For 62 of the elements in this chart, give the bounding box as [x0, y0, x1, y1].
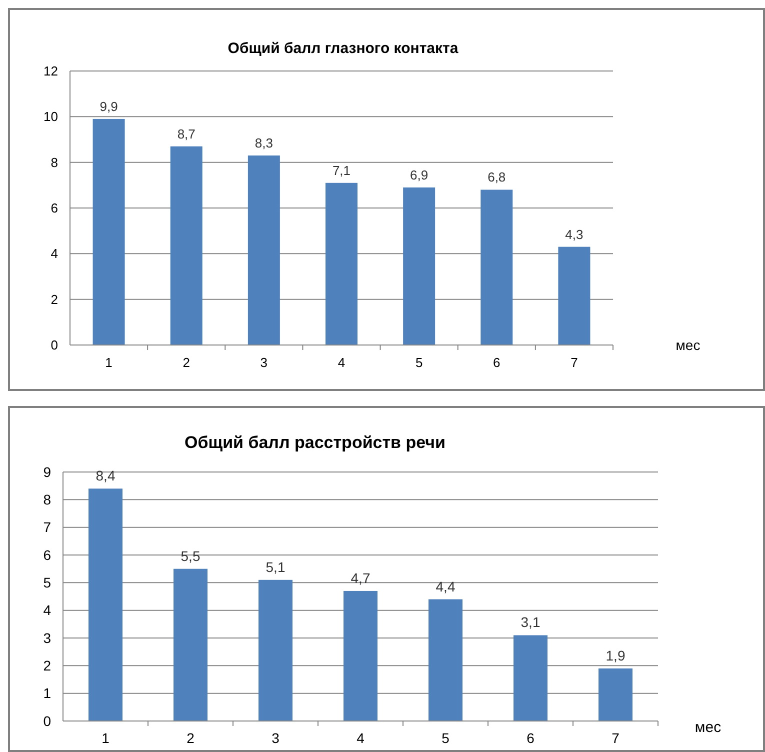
bar: [258, 580, 292, 721]
data-label: 9,9: [100, 98, 118, 114]
y-tick-label: 6: [50, 200, 58, 216]
bar: [326, 182, 358, 345]
y-tick-label: 4: [50, 246, 58, 262]
bar: [170, 146, 202, 345]
bar: [480, 190, 513, 345]
x-axis-title: мес: [676, 337, 700, 353]
data-label: 8,3: [254, 135, 273, 150]
y-tick-label: 2: [50, 292, 58, 307]
bar: [514, 635, 548, 721]
x-tick-label: 3: [260, 355, 268, 370]
data-label: 4,3: [565, 226, 584, 242]
bar: [403, 187, 436, 345]
x-tick-label: 7: [570, 355, 578, 370]
data-label: 1,9: [606, 647, 626, 664]
x-tick-label: 5: [415, 355, 423, 370]
data-label: 4,7: [350, 570, 370, 586]
y-tick-label: 7: [43, 519, 52, 536]
y-tick-label: 12: [44, 64, 58, 79]
y-tick-label: 3: [43, 630, 52, 646]
y-tick-label: 6: [43, 546, 52, 563]
x-tick-label: 4: [338, 355, 346, 370]
y-tick-label: 10: [44, 109, 58, 124]
data-label: 6,8: [488, 170, 506, 185]
x-tick-label: 3: [272, 730, 280, 746]
x-tick-label: 1: [102, 730, 110, 746]
bar: [88, 488, 122, 721]
data-label: 6,9: [410, 167, 428, 182]
x-tick-label: 7: [612, 730, 620, 746]
data-label: 5,1: [266, 558, 286, 575]
y-tick-label: 4: [43, 602, 52, 618]
data-label: 4,4: [436, 578, 456, 594]
chart-title: Общий балл расстройств речи: [184, 433, 446, 452]
y-tick-label: 5: [43, 574, 52, 591]
y-tick-label: 2: [43, 658, 52, 674]
chart-title: Общий балл глазного контакта: [228, 40, 459, 57]
x-axis-title: мес: [694, 719, 722, 736]
bar: [174, 568, 208, 721]
bar: [248, 155, 280, 345]
y-tick-label: 1: [43, 685, 52, 702]
x-tick-label: 6: [526, 730, 535, 746]
x-tick-label: 1: [105, 355, 112, 370]
data-label: 3,1: [520, 614, 540, 630]
bar: [344, 590, 378, 721]
data-label: 8,7: [177, 126, 196, 142]
y-tick-label: 8: [50, 154, 58, 170]
data-label: 7,1: [332, 162, 351, 178]
x-tick-label: 2: [186, 730, 195, 746]
y-tick-label: 8: [43, 492, 52, 508]
bar: [92, 118, 125, 345]
y-tick-label: 9: [43, 464, 52, 480]
y-tick-label: 0: [43, 712, 52, 729]
bar: [428, 599, 462, 721]
y-tick-label: 0: [50, 338, 58, 353]
x-tick-label: 6: [493, 355, 500, 370]
bar: [598, 668, 632, 721]
bar: [558, 246, 590, 345]
x-tick-label: 5: [442, 730, 450, 746]
x-tick-label: 2: [182, 355, 190, 370]
data-label: 8,4: [96, 468, 116, 484]
x-tick-label: 4: [356, 730, 365, 746]
